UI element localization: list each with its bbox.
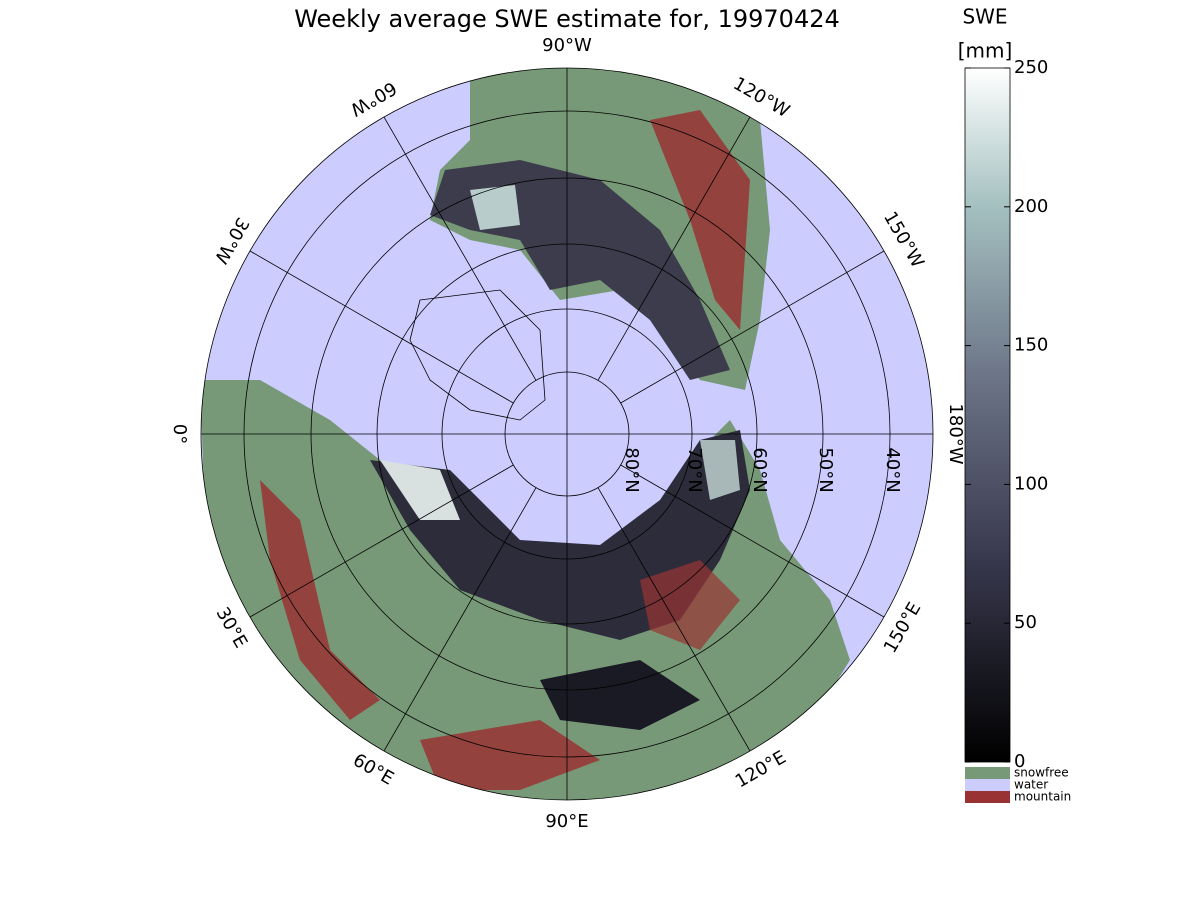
legend-label: water — [1014, 778, 1048, 792]
legend-label: snowfree — [1014, 766, 1069, 780]
meridian — [249, 250, 514, 404]
latitude-label: 40°N — [882, 447, 903, 492]
meridian — [620, 250, 885, 404]
colorbar-axis: 0 50 100 150 200 250 — [965, 57, 1048, 772]
longitude-label: 90°E — [545, 811, 588, 832]
longitude-label: 60°E — [349, 750, 397, 790]
latitude-label: 60°N — [749, 447, 770, 492]
title: Weekly average SWE estimate for, 1997042… — [294, 5, 840, 33]
colorbar-unit: [mm] — [958, 39, 1013, 63]
colorbar-tick-label: 50 — [1014, 612, 1037, 633]
legend-label: mountain — [1014, 790, 1071, 804]
colorbar-tick-label: 100 — [1014, 473, 1048, 494]
colorbar-tick-label: 200 — [1014, 196, 1048, 217]
colorbar-tick-label: 0 — [1014, 751, 1025, 772]
legend-swatch — [965, 779, 1010, 791]
meridian — [597, 487, 751, 752]
graticule — [200, 67, 934, 801]
latitude-label-group: 80°N 70°N 60°N 50°N 40°N — [621, 447, 903, 492]
legend-swatch — [965, 767, 1010, 779]
longitude-label: 30°E — [212, 604, 252, 652]
meridian — [620, 464, 885, 618]
colorbar-tick-label: 250 — [1014, 57, 1048, 78]
colorbar-label: SWE — [962, 5, 1007, 29]
latitude-label: 80°N — [621, 447, 642, 492]
colorbar-tick-label: 150 — [1014, 335, 1048, 356]
meridian — [383, 116, 537, 381]
longitude-label: 180°W — [945, 403, 966, 464]
meridian — [597, 116, 751, 381]
latitude-label: 50°N — [815, 447, 836, 492]
colorbar — [964, 67, 1011, 763]
meridian — [249, 464, 514, 618]
legend-swatch — [965, 791, 1010, 803]
longitude-label: 90°W — [542, 35, 592, 56]
latitude-label: 70°N — [684, 447, 705, 492]
longitude-label: 0° — [169, 424, 190, 444]
meridian — [383, 487, 537, 752]
